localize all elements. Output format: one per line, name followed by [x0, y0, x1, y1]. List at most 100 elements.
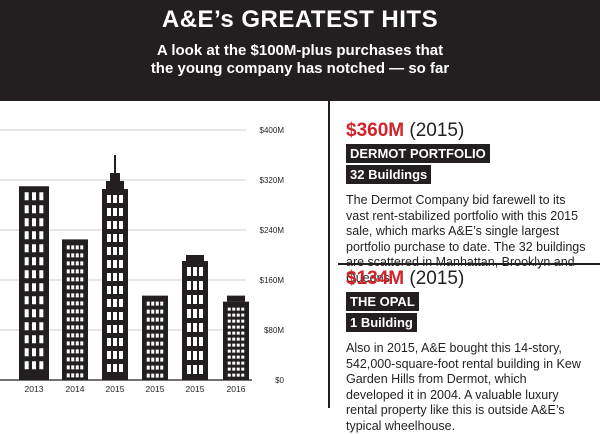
building-window [39, 218, 44, 227]
building-window [119, 208, 123, 216]
building-window [71, 253, 75, 258]
building-window [155, 325, 159, 330]
building-window [199, 337, 203, 346]
building-window [236, 349, 240, 353]
building-window [66, 317, 70, 322]
building-window [107, 286, 111, 294]
building-window [241, 325, 245, 329]
building-crown [106, 181, 124, 189]
building-window [232, 361, 236, 365]
y-tick-label: $80M [264, 326, 284, 335]
building-window [107, 247, 111, 255]
building-window [236, 337, 240, 341]
building-window [24, 192, 29, 201]
building-window [32, 244, 36, 253]
building-window [193, 351, 197, 360]
building-window [32, 231, 36, 240]
building-window [241, 367, 245, 371]
bar-building [223, 301, 249, 380]
building-window [32, 270, 36, 279]
building-window [71, 293, 75, 298]
building-window [66, 253, 70, 258]
building-window [71, 373, 75, 378]
building-window [155, 365, 159, 370]
building-window [227, 349, 231, 353]
y-tick-label: $160M [260, 276, 285, 285]
y-tick-label: $240M [260, 226, 285, 235]
building-window [80, 357, 84, 362]
building-window [32, 296, 36, 305]
building-window [232, 331, 236, 335]
building-window [146, 341, 150, 346]
building-window [80, 325, 84, 330]
building-window [113, 312, 117, 320]
building-window [75, 301, 79, 306]
bar-building [62, 239, 88, 380]
building-window [24, 218, 29, 227]
building-window [241, 337, 245, 341]
building-window [119, 299, 123, 307]
building-window [71, 349, 75, 354]
building-window [241, 361, 245, 365]
building-window [113, 299, 117, 307]
building-window [24, 335, 29, 344]
building-window [193, 337, 197, 346]
building-window [75, 261, 79, 266]
building-window [146, 373, 150, 378]
building-window [155, 341, 159, 346]
building-window [32, 322, 36, 331]
bar-building [102, 189, 128, 380]
building-window [75, 373, 79, 378]
building-window [75, 293, 79, 298]
y-tick-label: $0 [275, 376, 284, 385]
building-window [236, 355, 240, 359]
building-window [151, 357, 155, 362]
building-window [113, 260, 117, 268]
building-window [160, 357, 164, 362]
building-cap [227, 295, 245, 302]
building-window [119, 351, 123, 359]
building-window [146, 365, 150, 370]
building-window [119, 234, 123, 242]
building-window [199, 351, 203, 360]
building-window [236, 367, 240, 371]
building-window [187, 337, 191, 346]
building-window [151, 373, 155, 378]
deal-amount: $134M [346, 268, 405, 289]
building-window [160, 317, 164, 322]
building-window [187, 323, 191, 332]
building-window [39, 244, 44, 253]
x-tick-label: 2015 [186, 384, 205, 394]
building-window [155, 373, 159, 378]
building-window [71, 365, 75, 370]
building-window [193, 267, 197, 276]
building-window [39, 205, 44, 214]
deal-card-opal: $134M (2015) THE OPAL 1 Building Also in… [346, 268, 586, 434]
y-tick-label: $400M [260, 126, 285, 135]
building-window [24, 283, 29, 292]
building-window [227, 331, 231, 335]
building-window [39, 309, 44, 318]
building-crown [110, 173, 120, 181]
building-window [32, 257, 36, 266]
deal-year: (2015) [409, 120, 465, 141]
deal-name-badge: DERMOT PORTFOLIO [346, 144, 490, 163]
building-window [232, 307, 236, 311]
building-window [75, 309, 79, 314]
building-window [113, 364, 117, 372]
building-window [232, 349, 236, 353]
building-window [113, 351, 117, 359]
building-window [187, 351, 191, 360]
x-tick-label: 2015 [146, 384, 165, 394]
building-window [39, 270, 44, 279]
building-window [187, 267, 191, 276]
building-window [241, 373, 245, 377]
building-window [155, 349, 159, 354]
building-window [24, 361, 29, 370]
building-window [227, 343, 231, 347]
building-window [75, 277, 79, 282]
building-window [151, 349, 155, 354]
building-window [32, 361, 36, 370]
building-window [151, 309, 155, 314]
building-window [187, 309, 191, 318]
